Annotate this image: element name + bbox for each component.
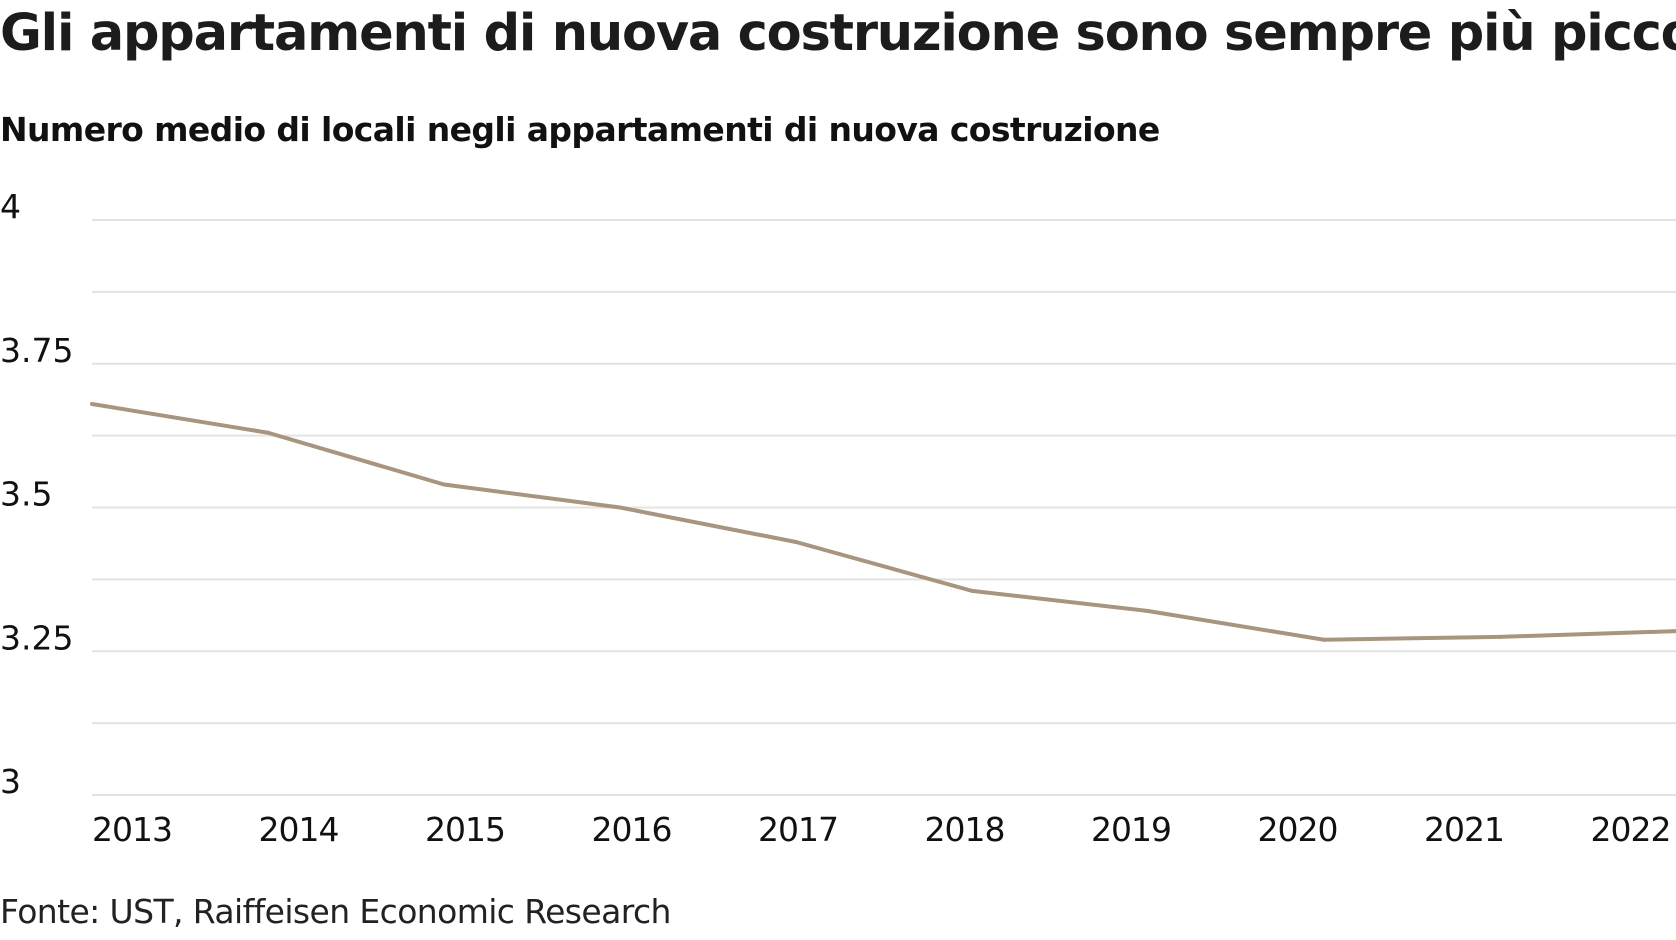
source-note: Fonte: UST, Raiffeisen Economic Research: [0, 892, 671, 931]
x-tick-label: 2018: [925, 810, 1005, 849]
data-point: [1322, 637, 1326, 642]
data-point: [266, 430, 270, 435]
y-tick-label: 3.75: [0, 331, 73, 370]
x-tick-label: 2013: [92, 810, 172, 849]
x-tick-label: 2014: [259, 810, 339, 849]
gridlines: [92, 219, 1676, 796]
data-point: [90, 402, 94, 406]
y-tick-label: 3.25: [0, 618, 73, 657]
x-axis-ticks: 2013 2014 2015 2016 2017 2018 2019 2020 2021 2022: [92, 810, 1671, 849]
y-axis-ticks: 4 3.75 3.5 3.25 3: [0, 187, 73, 801]
data-point: [794, 540, 798, 544]
x-tick-label: 2019: [1091, 810, 1171, 849]
data-point: [442, 482, 446, 487]
y-tick-label: 4: [0, 187, 21, 226]
x-tick-label: 2017: [758, 810, 838, 849]
data-point: [1146, 609, 1150, 613]
x-tick-label: 2016: [592, 810, 672, 849]
series-layer: [90, 402, 1676, 642]
y-tick-label: 3: [0, 762, 21, 801]
chart-title: Gli appartamenti di nuova costruzione so…: [0, 4, 1676, 63]
x-tick-label: 2020: [1258, 810, 1338, 849]
series-line: [91, 402, 1676, 642]
x-tick-label: 2015: [425, 810, 505, 849]
data-point: [1498, 634, 1502, 639]
data-point: [618, 505, 622, 510]
y-tick-label: 3.5: [0, 475, 52, 514]
chart-subtitle: Numero medio di locali negli appartament…: [0, 110, 1160, 149]
x-tick-label: 2022: [1591, 810, 1671, 849]
x-tick-label: 2021: [1424, 810, 1504, 849]
data-point: [970, 588, 974, 593]
